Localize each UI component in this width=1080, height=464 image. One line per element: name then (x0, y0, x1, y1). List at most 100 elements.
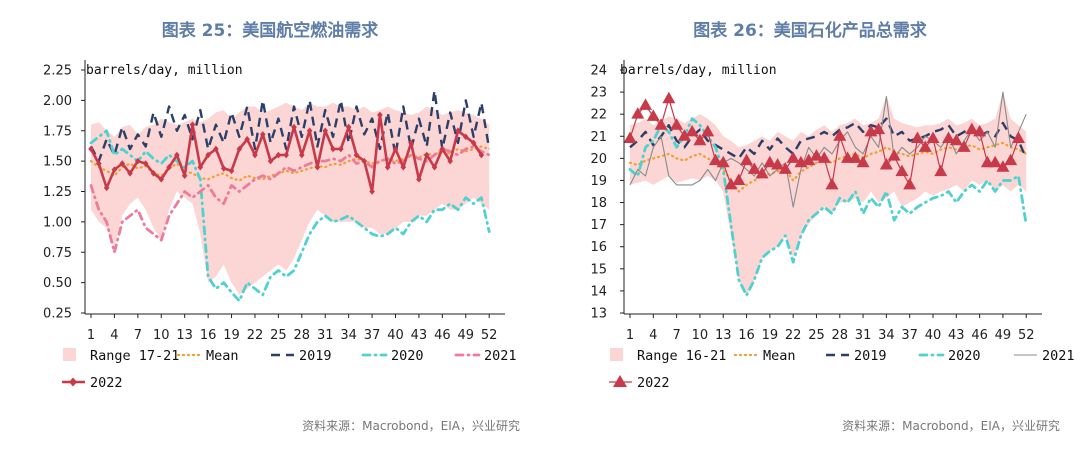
x-tick-label: 13 (176, 328, 193, 343)
x-tick-label: 40 (387, 328, 404, 343)
series-point-2022 (716, 155, 730, 168)
legend-item: 2019 (271, 348, 332, 364)
x-tick-label: 34 (340, 328, 357, 343)
series-point-2022 (887, 149, 901, 161)
x-tick-label: 10 (692, 328, 709, 343)
series-point-2022 (926, 131, 940, 143)
series-point-2022 (879, 157, 893, 170)
series-point-2022 (431, 163, 438, 171)
x-tick-label: 22 (247, 328, 264, 343)
y-tick-label: 2.00 (43, 94, 72, 109)
legend-item: 2021 (454, 348, 517, 364)
y-tick-label: 22 (590, 108, 607, 123)
series-point-2022 (755, 166, 769, 179)
y-tick-label: 0.25 (43, 307, 72, 322)
legend-label: Mean (206, 348, 239, 364)
series-point-2022 (825, 177, 839, 190)
y-tick-label: 13 (590, 307, 607, 322)
x-tick-label: 1 (626, 328, 634, 343)
series-point-2022 (119, 160, 126, 167)
x-tick-label: 1 (87, 328, 95, 343)
x-tick-label: 10 (153, 328, 170, 343)
y-axis-label: barrels/day, million (86, 63, 243, 78)
series-point-2022 (181, 172, 188, 180)
x-tick-label: 49 (995, 328, 1012, 343)
x-tick-label: 52 (481, 328, 498, 343)
series-point-2022 (1004, 153, 1018, 166)
series-point-2022 (228, 167, 235, 175)
series-point-2022 (392, 145, 399, 153)
x-tick-label: 13 (715, 328, 732, 343)
series-point-2022 (654, 118, 668, 130)
series-point-2022 (724, 177, 738, 190)
series-point-2022 (283, 151, 289, 159)
series-point-2022 (802, 153, 816, 166)
series-point-2022 (470, 139, 477, 147)
x-tick-label: 46 (971, 328, 988, 343)
series-point-2022 (377, 111, 383, 119)
series-point-2022 (353, 151, 360, 159)
series-point-2022 (646, 109, 660, 121)
series-point-2022 (848, 151, 862, 163)
chart-source: 资料来源：Macrobond，EIA，兴业研究 (842, 419, 1060, 433)
series-point-2022 (275, 151, 282, 159)
legend-marker (69, 377, 77, 387)
y-tick-label: 1.00 (43, 215, 72, 230)
y-tick-label: 18 (590, 196, 607, 211)
series-point-2022 (158, 176, 165, 183)
series-point-2022 (910, 131, 924, 143)
x-tick-label: 4 (110, 328, 118, 343)
x-tick-label: 34 (878, 328, 895, 343)
legend-label: 2019 (299, 348, 332, 364)
legend-label: Range 17-21 (90, 348, 179, 364)
series-point-2022 (895, 164, 909, 177)
series-point-2022 (957, 140, 971, 152)
series-point-2022 (220, 165, 227, 172)
series-point-2022 (267, 157, 274, 165)
y-tick-label: 23 (590, 86, 607, 101)
series-point-2022 (439, 145, 446, 153)
series-point-2022 (623, 131, 637, 143)
legend-label: 2019 (854, 348, 887, 364)
series-point-2022 (330, 145, 336, 153)
series-point-2022 (361, 157, 368, 165)
series-point-2022 (778, 162, 792, 174)
series-point-2022 (142, 160, 149, 167)
series-point-2022 (322, 127, 329, 135)
chart-title: 图表 25：美国航空燃油需求 (161, 21, 379, 41)
y-tick-label: 2.25 (43, 64, 72, 79)
x-tick-label: 37 (364, 328, 381, 343)
series-point-2022 (314, 163, 321, 171)
series-line-2019 (89, 89, 491, 163)
series-point-2022 (369, 188, 375, 195)
series-point-2022 (872, 122, 886, 135)
series-point-2022 (639, 98, 653, 110)
x-tick-label: 25 (270, 328, 287, 343)
x-tick-label: 7 (672, 328, 680, 343)
series-point-2022 (918, 140, 932, 152)
series-point-2022 (856, 155, 870, 168)
legend-swatch-range (610, 348, 623, 361)
series-point-2022 (786, 151, 800, 163)
series-point-2022 (988, 155, 1002, 168)
chart-panel-petrochemical: 图表 26：美国石化产品总需求 13 14 15 16 17 18 19 20 21 22 23 24… (540, 0, 1080, 464)
y-tick-label: 19 (590, 174, 607, 189)
series-point-2022 (740, 153, 754, 166)
series-point-2022 (400, 163, 407, 171)
series-point-2022 (88, 145, 94, 153)
x-tick-label: 31 (317, 328, 334, 343)
x-tick-label: 19 (762, 328, 779, 343)
series-line-2020 (628, 117, 1028, 297)
series-point-2022 (213, 145, 219, 153)
series-point-2022 (252, 151, 258, 159)
series-point-2022 (763, 155, 777, 168)
legend-item: 2021 (1014, 348, 1075, 364)
y-tick-label: 0.75 (43, 246, 72, 261)
x-tick-label: 52 (1018, 328, 1035, 343)
y-tick-label: 1.50 (43, 155, 72, 170)
series-point-2022 (291, 123, 297, 131)
series-point-2022 (455, 127, 461, 135)
x-tick-label: 37 (901, 328, 918, 343)
series-point-2022 (416, 176, 422, 183)
